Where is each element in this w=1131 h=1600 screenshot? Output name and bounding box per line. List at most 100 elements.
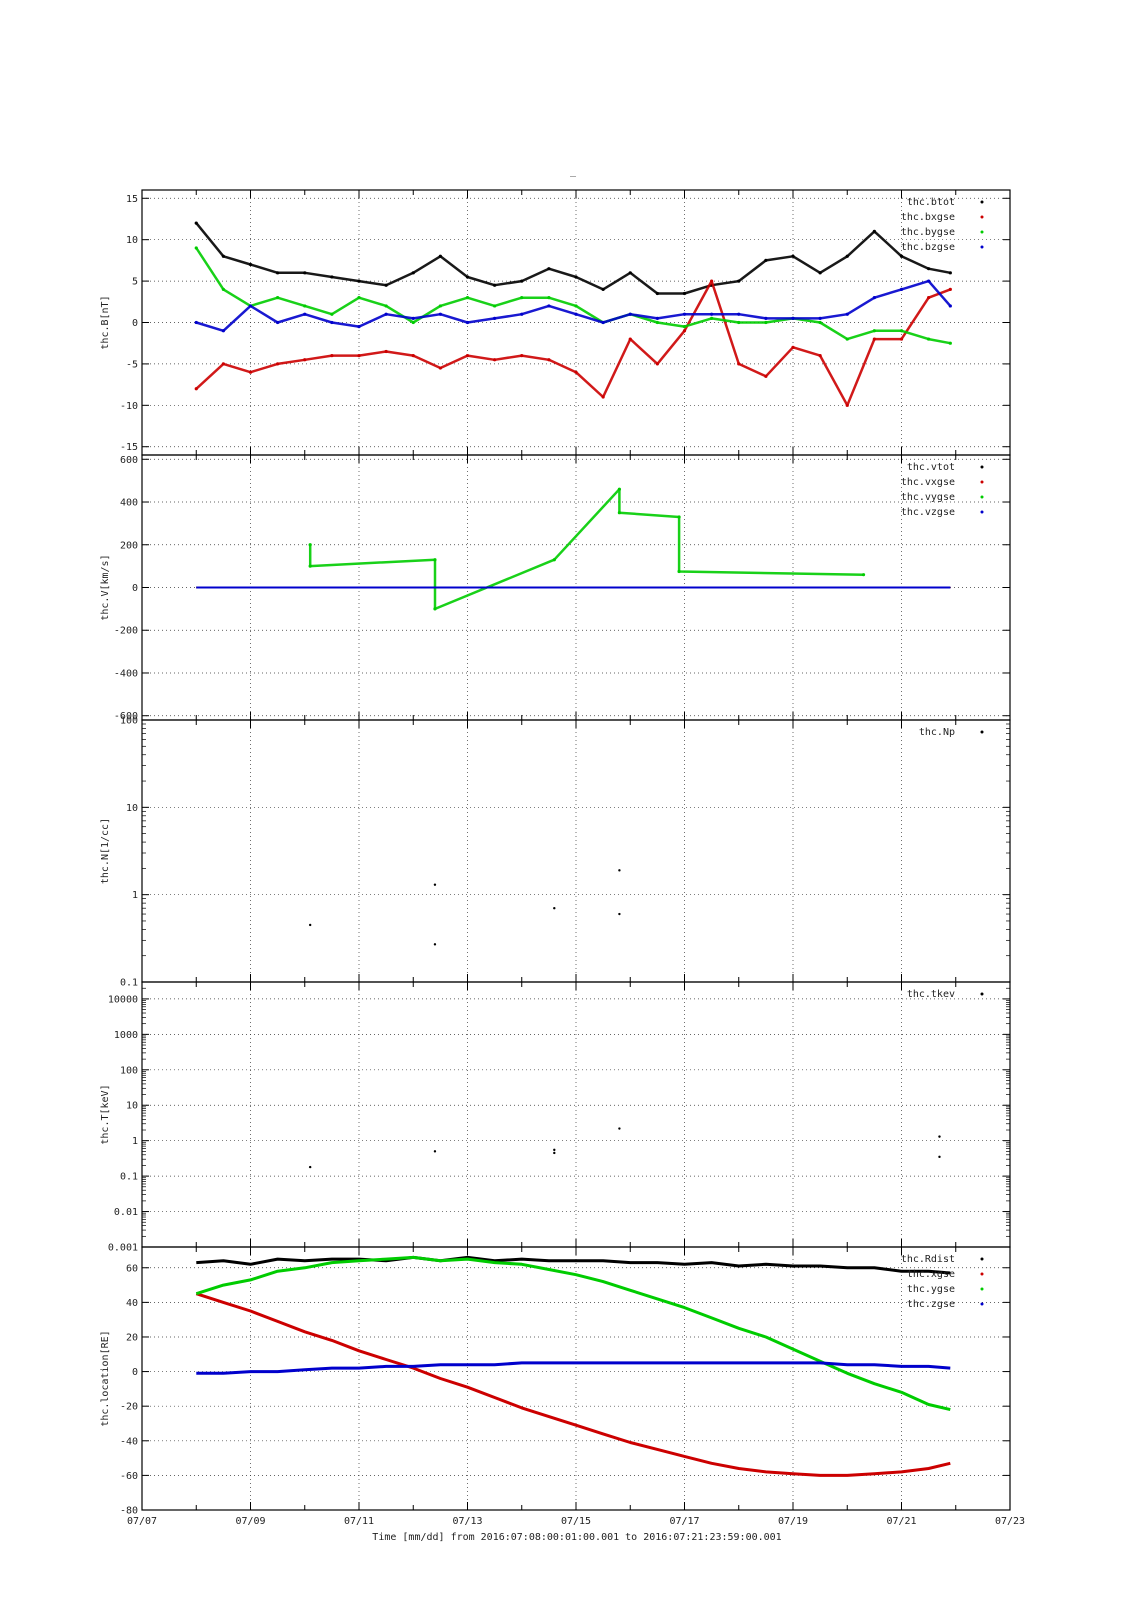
data-point	[357, 279, 361, 283]
y-tick-label: -60	[120, 1471, 138, 1482]
data-point	[221, 329, 225, 333]
data-point	[845, 403, 849, 407]
legend-marker	[980, 510, 984, 514]
data-point	[493, 358, 497, 362]
data-point	[308, 1165, 312, 1169]
y-axis-label: thc.B[nT]	[100, 295, 111, 349]
data-point	[438, 366, 442, 370]
data-point	[276, 271, 280, 275]
data-point	[547, 296, 551, 300]
y-tick-label: 10000	[108, 994, 138, 1005]
panel-frame	[141, 1246, 1011, 1511]
data-point	[927, 296, 931, 300]
y-tick-label: -20	[120, 1402, 138, 1413]
data-point	[574, 370, 578, 374]
data-point	[845, 337, 849, 341]
y-tick-label: 15	[126, 194, 138, 205]
legend-marker	[980, 1272, 984, 1276]
data-point	[737, 362, 741, 366]
series-thc.ygse	[195, 1255, 951, 1412]
legend-marker	[980, 200, 984, 204]
data-point	[384, 283, 388, 287]
data-point	[520, 312, 524, 316]
legend-marker	[980, 230, 984, 234]
data-point	[308, 543, 312, 547]
data-point	[710, 279, 714, 283]
data-point	[737, 320, 741, 325]
legend-marker	[980, 245, 984, 249]
data-point	[465, 296, 470, 300]
data-point	[433, 1150, 437, 1153]
data-point	[194, 320, 198, 325]
data-point	[899, 254, 904, 258]
series-thc.Rdist	[196, 1255, 951, 1275]
data-point	[677, 515, 681, 519]
data-point	[308, 564, 312, 568]
data-point	[737, 312, 741, 316]
data-point	[938, 1135, 941, 1138]
data-point	[948, 287, 952, 291]
data-point	[710, 312, 714, 316]
legend-label: thc.xgse	[907, 1269, 955, 1280]
series-thc.btot	[194, 221, 952, 296]
x-tick-label: 07/19	[778, 1516, 808, 1527]
data-point	[791, 345, 795, 349]
legend-label: thc.bzgse	[901, 242, 955, 253]
data-point	[628, 271, 632, 275]
data-point	[411, 320, 415, 325]
y-tick-label: 40	[126, 1298, 138, 1309]
series-thc.xgse	[195, 1292, 951, 1477]
data-point	[682, 291, 687, 296]
data-point	[682, 325, 687, 329]
data-point	[655, 291, 659, 296]
data-point	[330, 354, 334, 358]
legend-label: thc.vzgse	[901, 507, 955, 518]
y-axis-label: thc.N[1/cc]	[100, 818, 111, 884]
x-tick-label: 07/13	[452, 1516, 482, 1527]
data-point	[384, 312, 388, 316]
data-point	[303, 271, 307, 275]
series-line	[195, 1255, 951, 1412]
data-point	[818, 271, 822, 275]
x-tick-label: 07/09	[235, 1516, 265, 1527]
data-point	[899, 329, 904, 333]
y-tick-label: 5	[132, 277, 138, 288]
data-point	[520, 279, 524, 283]
y-axis-label: thc.location[RE]	[100, 1330, 111, 1426]
series-thc.bzgse	[194, 279, 952, 333]
y-tick-label: 10	[126, 1101, 138, 1112]
data-point	[411, 316, 415, 320]
x-tick-label: 07/07	[127, 1516, 157, 1527]
y-tick-label: 0.001	[108, 1243, 138, 1254]
panel-3: 0.1 1 10 100 thc.N[1/cc] thc.Np	[100, 716, 1011, 989]
y-axis-label: thc.V[km/s]	[100, 554, 111, 620]
data-point	[655, 320, 659, 325]
data-point	[520, 354, 524, 358]
series-thc.Np	[308, 869, 621, 946]
series-thc.vygse	[308, 487, 866, 611]
data-point	[574, 304, 578, 308]
legend-label: thc.bxgse	[901, 212, 955, 223]
data-point	[845, 312, 849, 316]
panel-5: -80 -60 -40 -20 0 20 40 60 thc.location[RE] thc.R…	[100, 1246, 1011, 1517]
figure-title: _	[570, 166, 577, 177]
panel-2: -600 -400 -200 0 200 400 600 thc.V[km/s] thc.vto…	[100, 454, 1011, 722]
data-point	[330, 320, 334, 325]
x-tick-label: 07/17	[669, 1516, 699, 1527]
legend-marker	[980, 480, 984, 484]
data-point	[682, 312, 687, 316]
data-point	[553, 1151, 556, 1155]
legend-marker	[980, 1302, 984, 1306]
data-point	[948, 341, 952, 345]
x-axis-label: Time [mm/dd] from 2016:07:08:00:01:00.00…	[372, 1532, 781, 1543]
data-point	[330, 275, 334, 279]
y-tick-label: 1	[132, 890, 138, 901]
data-point	[194, 387, 198, 391]
series-thc.tkev	[308, 1127, 941, 1169]
chart-panels: -15-10-5051015thc.B[nT]thc.btotthc.bxgse…	[100, 189, 1011, 1517]
data-point	[433, 607, 437, 611]
data-point	[194, 221, 198, 225]
y-tick-label: 10	[126, 235, 138, 246]
x-tick-label: 07/15	[561, 1516, 591, 1527]
series-thc.zgse	[196, 1361, 951, 1375]
